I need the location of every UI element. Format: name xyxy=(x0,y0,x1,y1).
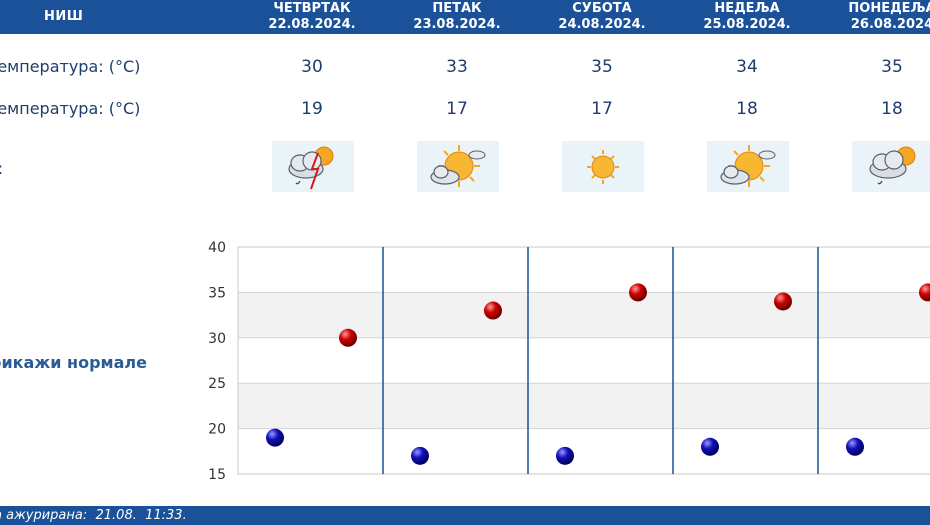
day-date: 26.08.2024 xyxy=(850,17,930,32)
day-name: ПЕТАК xyxy=(432,1,482,16)
min-temp-point xyxy=(846,437,864,456)
max-temp-value: 33 xyxy=(446,57,468,77)
min-temp-point xyxy=(701,437,719,456)
show-normals-link[interactable]: рикажи нормале xyxy=(0,353,147,372)
max-temp-point xyxy=(484,301,502,320)
day-header-5: ПОНЕДЕЉА 26.08.2024 xyxy=(827,1,930,33)
day-date: 25.08.2024. xyxy=(703,17,791,32)
max-temp-value: 30 xyxy=(301,57,323,77)
min-temp-point xyxy=(411,446,429,465)
chart-border xyxy=(237,246,930,475)
day-date: 23.08.2024. xyxy=(413,17,501,32)
max-temp-value: 35 xyxy=(881,57,903,77)
max-temp-label: температура: (°C) xyxy=(0,57,141,76)
min-temp-value: 18 xyxy=(736,99,758,119)
weather-label: а: xyxy=(0,159,3,178)
day-name: СУБОТА xyxy=(572,1,632,16)
max-temp-value: 35 xyxy=(591,57,613,77)
sun-icon xyxy=(562,141,644,192)
y-tick-label: 30 xyxy=(208,331,226,347)
min-temp-point xyxy=(556,446,574,465)
max-temp-point xyxy=(629,283,647,302)
min-temp-value: 17 xyxy=(591,99,613,119)
day-header-3: СУБОТА 24.08.2024. xyxy=(537,1,667,33)
day-date: 22.08.2024. xyxy=(268,17,356,32)
max-temp-point xyxy=(774,292,792,311)
day-name: ПОНЕДЕЉА xyxy=(848,1,930,16)
min-temp-value: 17 xyxy=(446,99,468,119)
y-tick-label: 25 xyxy=(208,376,226,392)
day-header-4: НЕДЕЉА 25.08.2024. xyxy=(682,1,812,33)
day-header-1: ЧЕТВРТАК 22.08.2024. xyxy=(247,1,377,33)
chart-band xyxy=(238,383,930,429)
last-updated-text: а ажурирана: 21.08. 11:33. xyxy=(0,508,187,523)
max-temp-value: 34 xyxy=(736,57,758,77)
day-header-2: ПЕТАК 23.08.2024. xyxy=(392,1,522,33)
footer-bar: а ажурирана: 21.08. 11:33. xyxy=(0,506,930,525)
max-temp-point xyxy=(339,328,357,347)
min-temp-label: температура: (°C) xyxy=(0,99,141,118)
city-name: НИШ xyxy=(44,9,84,24)
cloud-sun-thunder-icon xyxy=(272,141,354,192)
min-temp-value: 19 xyxy=(301,99,323,119)
day-name: НЕДЕЉА xyxy=(714,1,780,16)
y-tick-label: 20 xyxy=(208,422,226,438)
forecast-header-bar: НИШ ЧЕТВРТАК 22.08.2024. ПЕТАК 23.08.202… xyxy=(0,0,930,34)
chart-band xyxy=(238,292,930,338)
day-name: ЧЕТВРТАК xyxy=(273,1,351,16)
min-temp-point xyxy=(266,428,284,447)
y-tick-label: 40 xyxy=(208,240,226,256)
min-temp-value: 18 xyxy=(881,99,903,119)
cloud-sun-rain-icon xyxy=(852,141,930,192)
sun-cloud-icon xyxy=(707,141,789,192)
max-temp-point xyxy=(919,283,930,302)
y-tick-label: 35 xyxy=(208,285,226,301)
sun-cloud-icon xyxy=(417,141,499,192)
day-date: 24.08.2024. xyxy=(558,17,646,32)
y-tick-label: 15 xyxy=(208,467,226,483)
temperature-chart: 15 20 25 30 35 40 xyxy=(208,240,930,483)
